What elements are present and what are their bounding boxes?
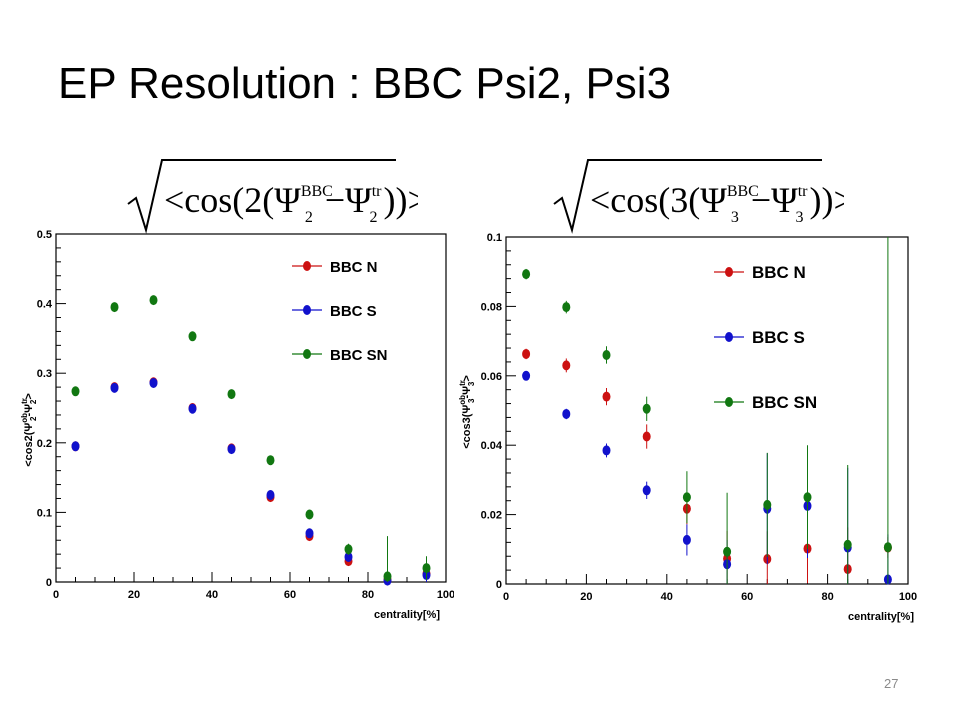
legend: BBC N BBC S BBC SN <box>292 259 388 364</box>
data-point <box>602 349 611 360</box>
data-point <box>803 492 812 503</box>
data-point <box>383 571 392 582</box>
data-point <box>682 492 691 503</box>
data-point <box>522 269 531 280</box>
x-tick-label: 40 <box>661 591 673 603</box>
data-point <box>344 544 353 555</box>
series-bbc-n <box>71 377 431 585</box>
formula-text: <cos(3(ΨBBC 3 −Ψtr 3))> <box>590 180 844 226</box>
data-point <box>763 499 772 510</box>
formula-text: <cos(2(ΨBBC 2 −Ψtr 2))> <box>164 180 418 226</box>
data-point <box>149 295 158 306</box>
data-point <box>422 563 431 574</box>
svg-text:<cos2(Ψob2-Ψtr2>: <cos2(Ψob2-Ψtr2> <box>20 393 38 467</box>
y-axis-label: <cos2(Ψob2-Ψtr2> <box>20 393 38 467</box>
formula-psi2: <cos(2(ΨBBC 2 −Ψtr 2))> <box>127 159 418 234</box>
data-point <box>602 391 611 402</box>
chart-psi3-resolution: <cos3(Ψob3-Ψtr3> centrality[%] 0 20 40 60 80… <box>458 232 917 623</box>
x-tick-label: 100 <box>437 589 454 601</box>
legend-marker <box>725 397 733 407</box>
x-tick-label: 60 <box>284 589 296 601</box>
legend-label: BBC N <box>330 259 378 276</box>
series-bbc-n <box>522 348 892 584</box>
data-point <box>227 444 236 455</box>
y-tick-label: 0 <box>496 579 502 591</box>
x-tick-label: 0 <box>503 591 509 603</box>
legend-label: BBC S <box>752 328 805 347</box>
legend-label: BBC SN <box>330 347 388 364</box>
svg-text:<cos3(Ψob3-Ψtr3>: <cos3(Ψob3-Ψtr3> <box>458 375 476 449</box>
formula-psi3: <cos(3(ΨBBC 3 −Ψtr 3))> <box>553 159 844 234</box>
data-point <box>305 509 314 520</box>
data-point <box>71 441 80 452</box>
data-point <box>843 539 852 550</box>
data-point <box>227 389 236 400</box>
y-tick-label: 0.3 <box>37 368 52 380</box>
y-tick-label: 0.4 <box>37 299 53 311</box>
data-point <box>723 546 732 557</box>
legend-marker <box>303 349 311 359</box>
legend-marker <box>725 332 733 342</box>
data-point <box>110 302 119 313</box>
sqrt-sign <box>553 159 822 234</box>
x-tick-label: 80 <box>821 591 833 603</box>
series-bbc-sn <box>522 237 892 584</box>
y-tick-label: 0.5 <box>37 229 52 241</box>
plot-frame <box>55 233 447 583</box>
legend-marker <box>725 267 733 277</box>
data-point <box>682 534 691 545</box>
data-point <box>562 408 571 419</box>
series-bbc-s <box>71 377 431 586</box>
data-point <box>344 551 353 562</box>
legend-label: BBC S <box>330 303 377 320</box>
page-number: 27 <box>884 676 899 691</box>
x-tick-label: 20 <box>580 591 592 603</box>
x-tick-label: 60 <box>741 591 753 603</box>
data-point <box>642 485 651 496</box>
data-point <box>522 370 531 381</box>
y-tick-label: 0.2 <box>37 438 52 450</box>
legend: BBC N BBC S BBC SN <box>714 263 817 412</box>
y-tick-label: 0.08 <box>481 301 502 313</box>
data-point <box>562 360 571 371</box>
data-point <box>71 386 80 397</box>
chart-psi2-resolution: <cos2(Ψob2-Ψtr2> centrality[%] 0 20 40 60 80… <box>20 229 454 621</box>
x-tick-label: 80 <box>362 589 374 601</box>
x-tick-label: 0 <box>53 589 59 601</box>
y-tick-label: 0.1 <box>487 232 502 244</box>
data-point <box>149 377 158 388</box>
y-tick-label: 0.1 <box>37 507 52 519</box>
x-axis-label: centrality[%] <box>374 609 440 621</box>
data-point <box>562 302 571 313</box>
legend-label: BBC SN <box>752 393 817 412</box>
data-point <box>110 382 119 393</box>
x-tick-label: 100 <box>899 591 917 603</box>
data-point <box>522 348 531 359</box>
data-point <box>305 528 314 539</box>
legend-marker <box>303 261 311 271</box>
data-point <box>642 403 651 414</box>
series-bbc-s <box>522 370 892 585</box>
y-tick-label: 0.02 <box>481 510 502 522</box>
y-tick-label: 0.04 <box>481 440 503 452</box>
legend-marker <box>303 305 311 315</box>
y-tick-label: 0.06 <box>481 371 502 383</box>
slide-title: EP Resolution : BBC Psi2, Psi3 <box>58 59 672 108</box>
data-point <box>266 455 275 466</box>
x-axis-label: centrality[%] <box>848 611 914 623</box>
sqrt-sign <box>127 159 396 234</box>
x-tick-label: 40 <box>206 589 218 601</box>
data-point <box>188 331 197 342</box>
data-point <box>642 431 651 442</box>
data-point <box>266 490 275 500</box>
series-bbc-sn <box>71 295 431 582</box>
data-point <box>883 542 892 553</box>
data-point <box>602 445 611 456</box>
y-tick-label: 0 <box>46 577 52 589</box>
x-tick-label: 20 <box>128 589 140 601</box>
data-point <box>188 403 197 414</box>
y-axis-label: <cos3(Ψob3-Ψtr3> <box>458 375 476 449</box>
legend-label: BBC N <box>752 263 806 282</box>
